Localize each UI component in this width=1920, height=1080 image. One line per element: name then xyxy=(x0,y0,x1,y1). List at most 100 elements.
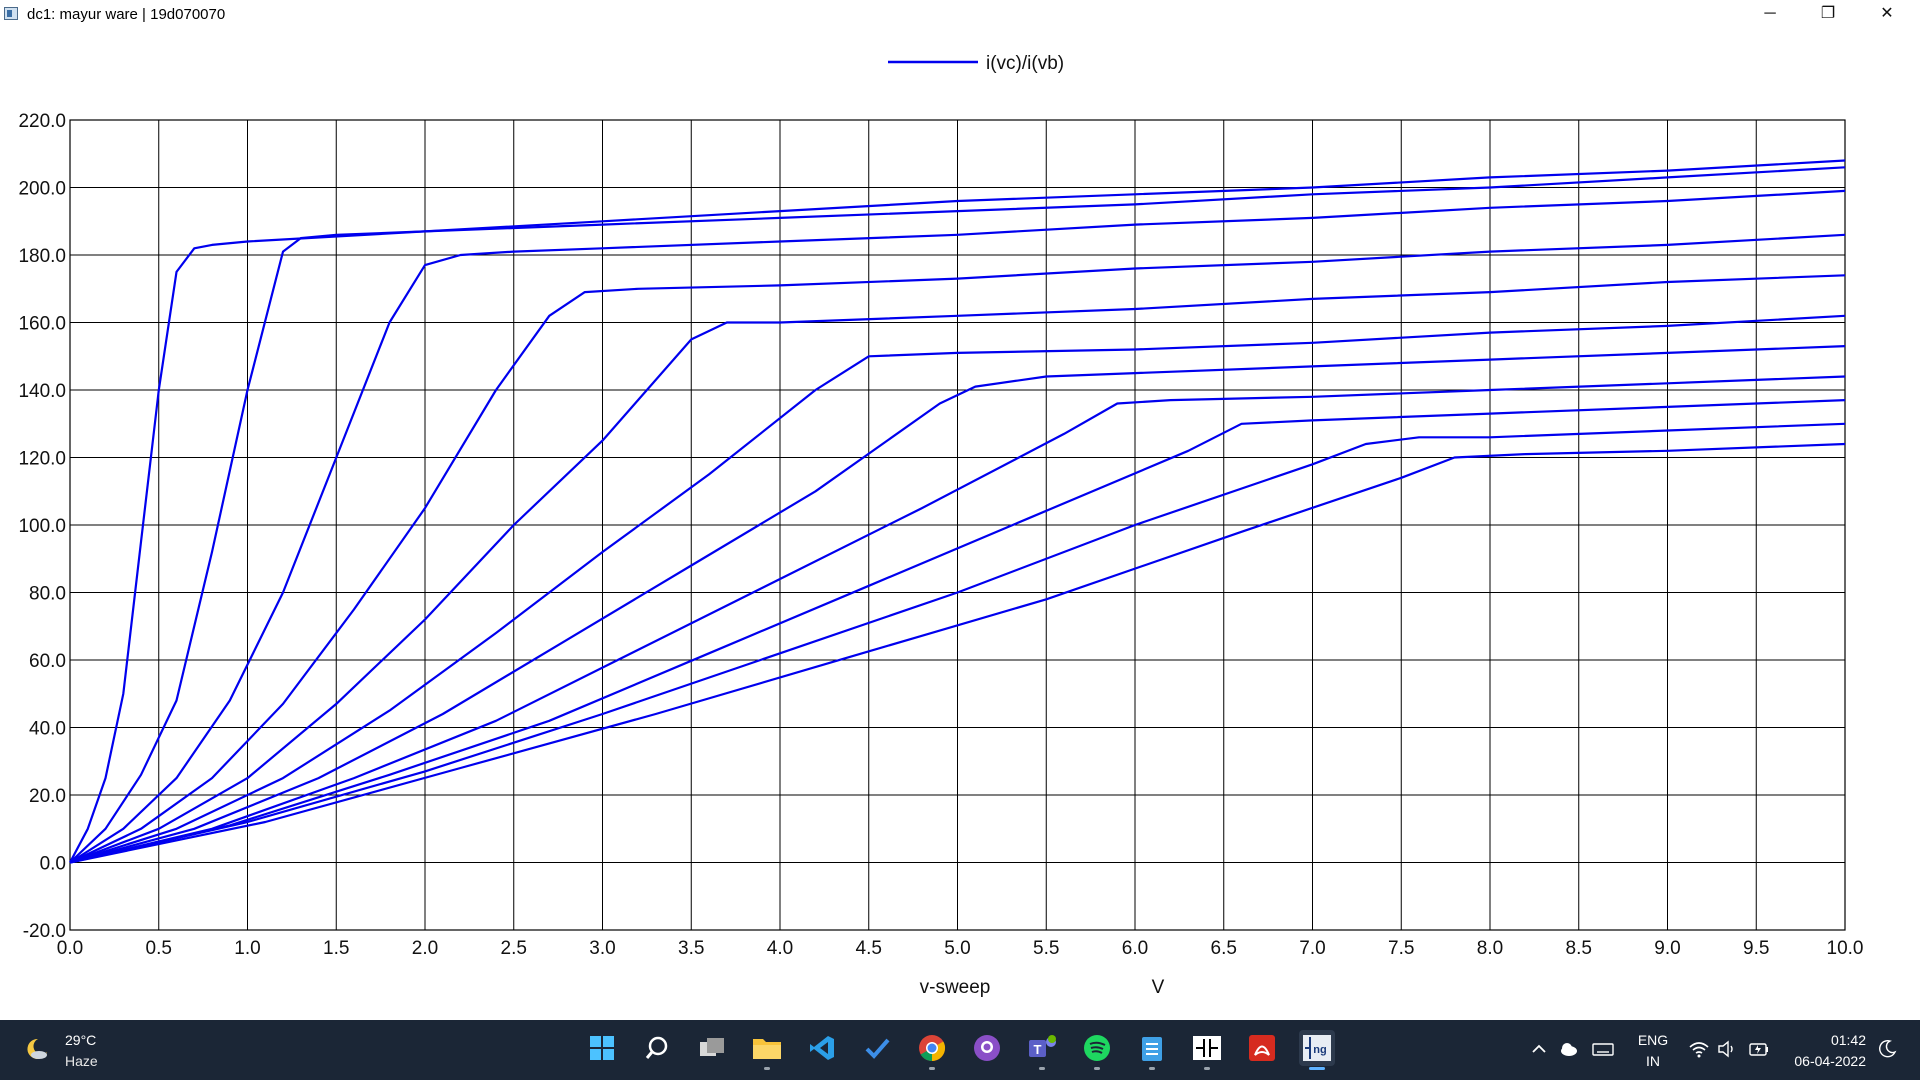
teams-icon: T xyxy=(1029,1035,1056,1057)
legend: i(vc)/i(vb) xyxy=(888,53,1064,74)
clock-date[interactable]: 06-04-2022 xyxy=(1794,1053,1866,1069)
y-tick-label: 220.0 xyxy=(18,111,66,132)
weather-temperature[interactable]: 29°C xyxy=(65,1032,97,1048)
pdf-reader-icon xyxy=(1249,1035,1275,1061)
series-line-10 xyxy=(69,422,1846,864)
restore-button[interactable]: ❐ xyxy=(1820,5,1836,22)
x-tick-label: 4.5 xyxy=(856,938,882,959)
window-title: dc1: mayur ware | 19d070070 xyxy=(27,6,226,23)
language-indicator[interactable]: ENG xyxy=(1637,1032,1669,1048)
pdf-reader-button[interactable] xyxy=(1244,1030,1280,1066)
ngspice-button[interactable]: ng xyxy=(1299,1030,1335,1070)
spotify-button[interactable] xyxy=(1079,1030,1115,1070)
clock-time[interactable]: 01:42 xyxy=(1830,1032,1866,1048)
moon-cloud-icon[interactable] xyxy=(24,1036,50,1062)
svg-text:T: T xyxy=(1034,1042,1042,1057)
x-tick-label: 6.0 xyxy=(1122,938,1148,959)
series-line-2 xyxy=(69,166,1846,864)
todo-icon xyxy=(865,1038,890,1059)
windows-start-icon xyxy=(590,1036,614,1060)
github-desktop-icon xyxy=(974,1035,1000,1061)
x-tick-label: 5.5 xyxy=(1033,938,1059,959)
series-line-11 xyxy=(69,442,1846,864)
notepad-button[interactable] xyxy=(1134,1030,1170,1070)
search-button[interactable] xyxy=(639,1030,675,1066)
y-tick-label: 160.0 xyxy=(18,314,66,335)
y-tick-label: 100.0 xyxy=(18,516,66,537)
chrome-button[interactable] xyxy=(914,1030,950,1070)
search-icon xyxy=(645,1036,668,1059)
x-tick-label: 7.5 xyxy=(1388,938,1414,959)
x-tick-label: 8.5 xyxy=(1566,938,1592,959)
series-line-8 xyxy=(69,375,1846,864)
y-tick-label: 60.0 xyxy=(29,651,66,672)
notification-icon[interactable] xyxy=(1876,1038,1898,1060)
y-tick-label: 0.0 xyxy=(40,854,66,875)
chrome-icon xyxy=(919,1035,946,1062)
todo-button[interactable] xyxy=(859,1030,895,1066)
y-tick-label: 120.0 xyxy=(18,449,66,470)
github-desktop-button[interactable] xyxy=(969,1030,1005,1066)
x-tick-label: 0.5 xyxy=(146,938,172,959)
series-line-4 xyxy=(69,233,1846,864)
y-tick-label: 200.0 xyxy=(18,179,66,200)
close-button[interactable]: ✕ xyxy=(1880,5,1894,22)
task-view-button[interactable] xyxy=(694,1030,730,1066)
vscode-icon xyxy=(810,1036,834,1060)
onedrive-icon[interactable] xyxy=(1558,1038,1580,1060)
spotify-icon xyxy=(1084,1035,1110,1061)
app-icon xyxy=(4,7,18,20)
series-line-1 xyxy=(69,159,1846,864)
y-tick-label: 20.0 xyxy=(29,786,66,807)
legend-label: i(vc)/i(vb) xyxy=(986,53,1064,74)
task-view-icon xyxy=(700,1038,724,1056)
x-tick-label: 4.0 xyxy=(767,938,793,959)
circuit-app-button[interactable] xyxy=(1189,1030,1225,1070)
weather-description[interactable]: Haze xyxy=(65,1053,98,1069)
taskbar: 29°C Haze T ng xyxy=(0,1020,1920,1080)
x-tick-label: 6.5 xyxy=(1211,938,1237,959)
minimize-button[interactable]: ─ xyxy=(1764,5,1776,22)
y-tick-label: -20.0 xyxy=(23,921,66,942)
chevron-up-icon[interactable] xyxy=(1528,1038,1550,1060)
x-tick-label: 3.5 xyxy=(678,938,704,959)
wifi-icon[interactable] xyxy=(1688,1038,1710,1060)
x-tick-label: 10.0 xyxy=(1827,938,1864,959)
x-axis-label: v-sweep xyxy=(920,977,991,998)
series-line-3 xyxy=(69,189,1846,864)
tick-labels: 0.0 0.5 1.0 1.5 2.0 2.5 3.0 3.5 4.0 4.5 5.0 5.5 6.0 6… xyxy=(18,111,1863,959)
x-tick-label: 1.0 xyxy=(234,938,260,959)
y-tick-label: 40.0 xyxy=(29,719,66,740)
notepad-icon xyxy=(1142,1037,1162,1061)
series-line-6 xyxy=(69,314,1846,864)
language-region[interactable]: IN xyxy=(1646,1053,1660,1069)
y-tick-label: 180.0 xyxy=(18,246,66,267)
x-tick-label: 2.5 xyxy=(501,938,527,959)
teams-button[interactable]: T xyxy=(1024,1030,1060,1070)
x-axis-unit: V xyxy=(1152,977,1165,998)
file-explorer-button[interactable] xyxy=(749,1030,785,1070)
y-tick-label: 140.0 xyxy=(18,381,66,402)
title-bar: dc1: mayur ware | 19d070070 ─ ❐ ✕ xyxy=(0,0,1920,30)
grid xyxy=(69,119,1846,931)
x-tick-label: 9.0 xyxy=(1654,938,1680,959)
y-tick-label: 80.0 xyxy=(29,584,66,605)
file-explorer-icon xyxy=(753,1039,781,1059)
series-group xyxy=(69,159,1846,864)
x-tick-label: 0.0 xyxy=(57,938,83,959)
ngspice-icon: ng xyxy=(1303,1035,1331,1061)
keyboard-icon[interactable] xyxy=(1592,1038,1614,1060)
volume-icon[interactable] xyxy=(1716,1038,1738,1060)
battery-icon[interactable] xyxy=(1748,1038,1770,1060)
x-tick-label: 3.0 xyxy=(589,938,615,959)
x-tick-label: 9.5 xyxy=(1743,938,1769,959)
circuit-app-icon xyxy=(1193,1036,1221,1060)
x-tick-label: 1.5 xyxy=(323,938,349,959)
x-tick-label: 5.0 xyxy=(944,938,970,959)
svg-text:ng: ng xyxy=(1313,1044,1326,1056)
series-line-9 xyxy=(69,399,1846,864)
x-tick-label: 8.0 xyxy=(1477,938,1503,959)
windows-start-button[interactable] xyxy=(584,1030,620,1066)
vscode-button[interactable] xyxy=(804,1030,840,1066)
plot-canvas: 0.0 0.5 1.0 1.5 2.0 2.5 3.0 3.5 4.0 4.5 5.0 5.5 6.0 6… xyxy=(18,53,1863,998)
